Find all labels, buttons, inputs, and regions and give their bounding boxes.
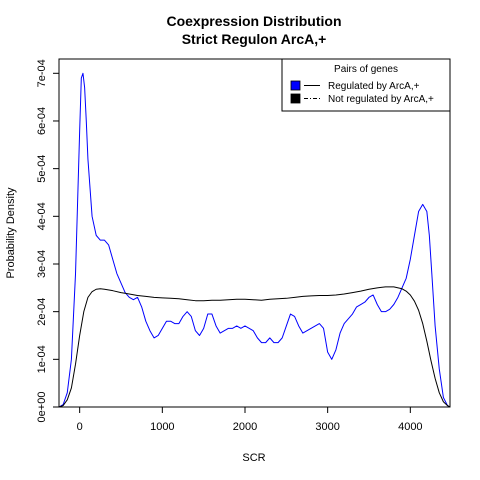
x-tick-label: 1000 <box>150 421 174 433</box>
legend-entry-regulated: Regulated by ArcA,+ <box>328 81 420 92</box>
y-tick-label: 2e-04 <box>36 298 48 326</box>
y-tick-label: 5e-04 <box>36 155 48 183</box>
chart-subtitle: Strict Regulon ArcA,+ <box>182 31 327 47</box>
plot-frame <box>58 58 451 408</box>
y-tick-label: 4e-04 <box>36 202 48 230</box>
chart-title: Coexpression Distribution <box>166 13 341 29</box>
series-lines <box>58 72 451 408</box>
y-tick-label: 7e-04 <box>36 59 48 87</box>
x-tick-label: 2000 <box>233 421 257 433</box>
legend-swatch-not-regulated <box>290 93 301 104</box>
legend-swatch-regulated <box>290 80 301 91</box>
x-tick-label: 3000 <box>315 421 339 433</box>
y-axis: 0e+00 1e-04 2e-04 3e-04 4e-04 5e-04 6e-04 7e-04 <box>36 59 59 422</box>
legend-title: Pairs of genes <box>334 64 398 75</box>
y-axis-label: Probability Density <box>5 187 17 279</box>
x-tick-label: 0 <box>77 421 83 433</box>
legend-entry-not-regulated: Not regulated by ArcA,+ <box>328 94 434 105</box>
x-axis-label: SCR <box>242 452 265 464</box>
x-axis: 0 1000 2000 3000 4000 <box>77 407 423 433</box>
x-tick-label: 4000 <box>398 421 422 433</box>
y-tick-label: 0e+00 <box>36 392 48 423</box>
y-tick-label: 3e-04 <box>36 250 48 278</box>
series-line-regulated <box>58 72 451 408</box>
series-line-not-regulated <box>58 286 451 408</box>
legend: Pairs of genes Regulated by ArcA,+ Not r… <box>281 58 451 112</box>
y-tick-label: 1e-04 <box>36 345 48 373</box>
y-tick-label: 6e-04 <box>36 107 48 135</box>
